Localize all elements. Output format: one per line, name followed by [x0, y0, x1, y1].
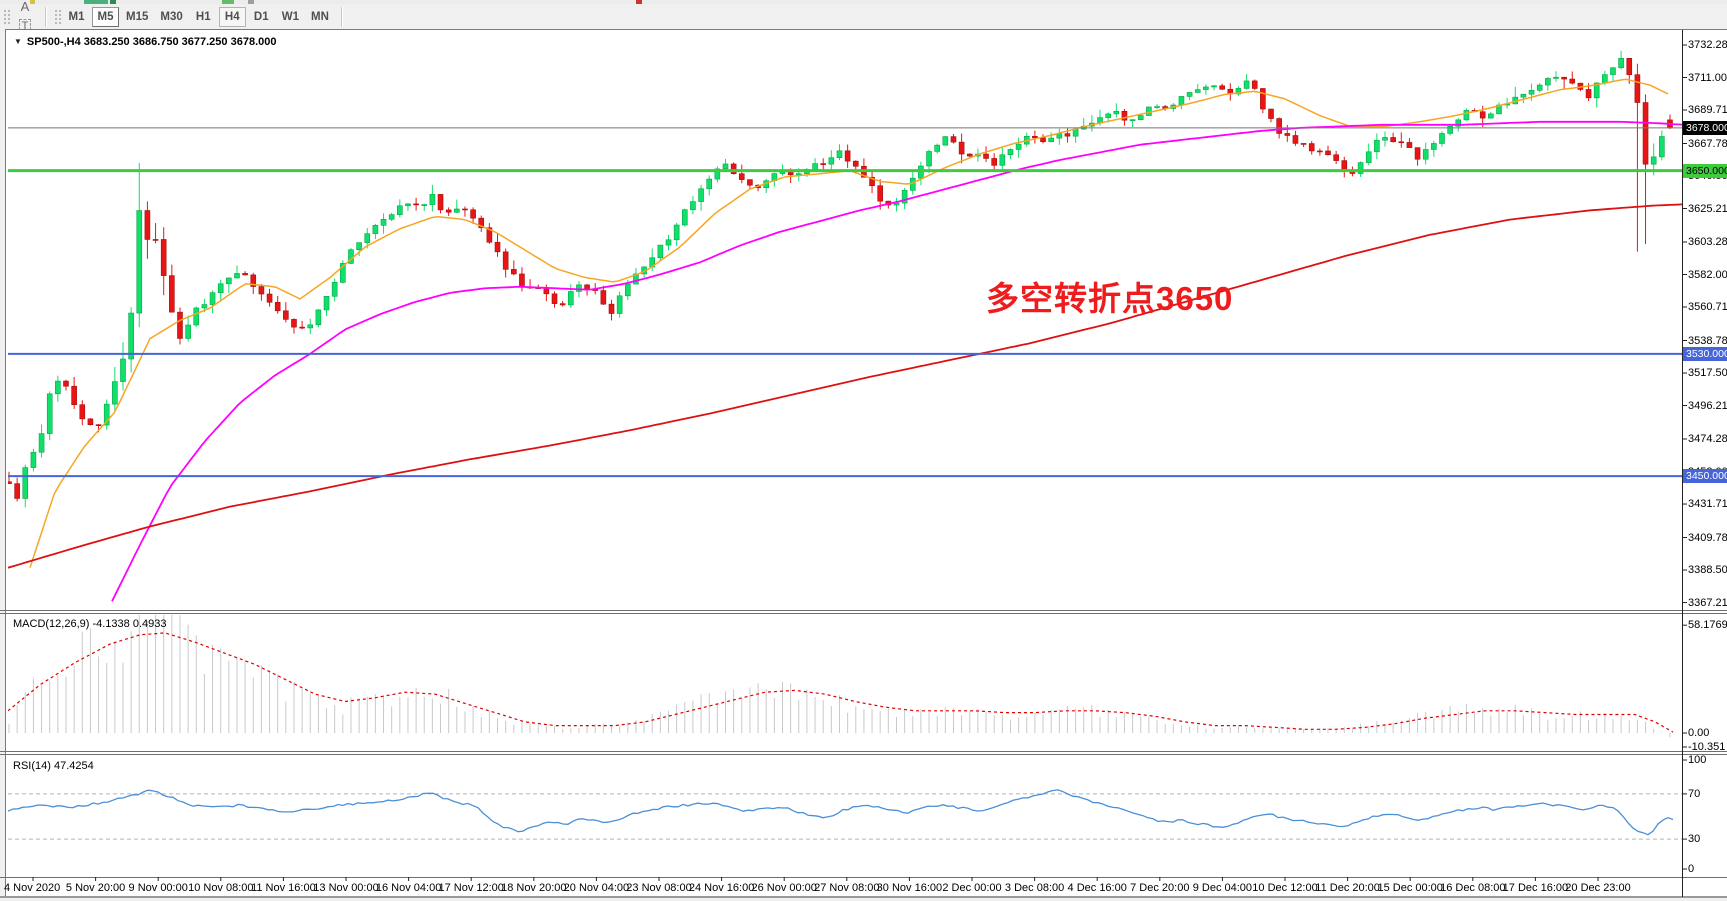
time-axis-tick: 4 Nov 2020 — [4, 882, 61, 894]
price-axis-tick: 3496.215 — [1688, 399, 1727, 412]
timeframe-button-m15[interactable]: M15 — [121, 7, 153, 27]
rsi-axis-tick: 70 — [1688, 787, 1701, 800]
toolbar-grip-handle[interactable] — [2, 7, 11, 26]
rsi-line — [8, 789, 1674, 836]
macd-axis-tick: -10.351 — [1688, 741, 1726, 753]
support-level-price-box: 3530.000 — [1683, 346, 1727, 361]
chart-ohlc-title: ▼ SP500-,H4 3683.250 3686.750 3677.250 36… — [14, 36, 276, 48]
chart-title-caret-icon[interactable]: ▼ — [14, 37, 22, 46]
time-axis-tick: 20 Dec 23:00 — [1565, 882, 1631, 894]
cutoff-ui-fragment — [84, 0, 108, 4]
timeframe-grip-handle[interactable] — [53, 7, 62, 26]
price-axis-tick: 3711.000 — [1688, 71, 1727, 84]
timeframe-button-h1[interactable]: H1 — [190, 7, 217, 27]
macd-axis-tick: 58.1769 — [1688, 619, 1727, 632]
time-axis-tick: 18 Nov 20:00 — [501, 882, 567, 894]
time-axis-tick: 3 Dec 08:00 — [1004, 882, 1065, 894]
chart-annotation-text[interactable]: 多空转折点3650 — [986, 280, 1234, 317]
time-axis-tick: 17 Dec 16:00 — [1502, 882, 1569, 894]
timeframe-button-w1[interactable]: W1 — [277, 7, 304, 27]
price-axis-tick: 3625.215 — [1688, 202, 1727, 215]
ma-slow-line — [8, 203, 1682, 569]
timeframe-button-d1[interactable]: D1 — [248, 7, 275, 27]
rsi-axis-tick: 100 — [1688, 754, 1707, 766]
time-axis-tick: 27 Nov 08:00 — [814, 882, 880, 894]
cutoff-ui-fragment — [636, 0, 642, 4]
price-axis-tick: 3689.715 — [1688, 104, 1727, 116]
time-axis-tick: 4 Dec 16:00 — [1067, 882, 1127, 894]
timeframe-button-m30[interactable]: M30 — [155, 7, 187, 27]
candlestick-series — [8, 50, 1682, 602]
time-axis-tick: 10 Nov 08:00 — [188, 882, 254, 894]
timeframe-button-mn[interactable]: MN — [306, 7, 334, 27]
bottom-window-edge — [0, 897, 1727, 901]
time-axis-tick: 7 Dec 20:00 — [1130, 882, 1190, 894]
pivot-level-price-box: 3650.000 — [1683, 163, 1727, 178]
support-level-price-box: 3450.000 — [1683, 469, 1727, 484]
price-axis-tick: 3431.715 — [1688, 498, 1727, 511]
price-axis-tick: 3667.785 — [1688, 137, 1727, 150]
price-axis-tick: 3388.500 — [1688, 564, 1727, 577]
price-axis-tick: 3603.285 — [1688, 236, 1727, 248]
time-axis-tick: 5 Nov 20:00 — [65, 882, 126, 894]
time-axis-tick: 15 Dec 00:00 — [1377, 882, 1443, 894]
timeframe-button-h4[interactable]: H4 — [218, 6, 246, 27]
price-axis-tick: 3582.000 — [1688, 268, 1727, 281]
time-axis-tick: 10 Dec 12:00 — [1252, 882, 1318, 894]
macd-indicator-label: MACD(12,26,9) -4.1338 0.4933 — [13, 618, 167, 630]
rsi-axis-tick: 30 — [1688, 833, 1701, 846]
time-axis-tick: 20 Nov 04:00 — [563, 882, 630, 894]
time-axis-tick: 16 Dec 08:00 — [1440, 882, 1506, 894]
price-axis-tick: 3367.215 — [1688, 596, 1727, 609]
time-axis-tick: 9 Dec 04:00 — [1192, 882, 1253, 894]
time-axis-tick: 11 Nov 16:00 — [251, 882, 316, 894]
timeframe-button-m5[interactable]: M5 — [92, 6, 119, 27]
rsi-series — [8, 789, 1682, 840]
toolbar-separator-2 — [340, 6, 343, 27]
current-price-price-box: 3678.000 — [1683, 120, 1727, 135]
time-axis-tick: 16 Nov 04:00 — [375, 882, 442, 894]
time-axis-tick: 23 Nov 08:00 — [626, 882, 692, 894]
text-label-icon[interactable]: A — [12, 0, 38, 17]
price-axis-tick: 3538.785 — [1688, 334, 1727, 347]
time-axis-tick: 30 Nov 16:00 — [876, 882, 943, 894]
time-axis-tick: 11 Dec 20:00 — [1315, 882, 1380, 894]
macd-series — [8, 615, 1674, 738]
time-axis-tick: 9 Nov 00:00 — [128, 882, 188, 894]
time-axis-tick: 17 Nov 12:00 — [438, 882, 504, 894]
rsi-indicator-label: RSI(14) 47.4254 — [13, 760, 94, 772]
price-axis-tick: 3732.285 — [1688, 39, 1727, 51]
price-axis-tick: 3474.285 — [1688, 433, 1727, 445]
price-axis-tick: 3409.785 — [1688, 531, 1727, 544]
chart-title-text: SP500-,H4 3683.250 3686.750 3677.250 367… — [26, 36, 277, 48]
macd-signal-line — [8, 632, 1674, 733]
cutoff-ui-fragment — [30, 0, 35, 4]
time-axis-tick: 13 Nov 00:00 — [313, 882, 379, 894]
price-axis-tick: 3517.500 — [1688, 367, 1727, 380]
timeframe-button-m1[interactable]: M1 — [63, 7, 90, 27]
ma-medium-line — [111, 120, 1682, 602]
rsi-axis-tick: 0 — [1688, 863, 1695, 875]
cutoff-toolbar-strip — [0, 0, 1727, 4]
time-axis-tick: 24 Nov 16:00 — [688, 882, 755, 894]
macd-axis-tick: 0.00 — [1688, 727, 1710, 739]
time-axis-tick: 2 Dec 00:00 — [942, 882, 1002, 894]
cutoff-ui-fragment — [222, 0, 234, 4]
time-axis-tick: 26 Nov 00:00 — [751, 882, 817, 894]
price-axis-tick: 3560.715 — [1688, 301, 1727, 314]
cutoff-ui-fragment — [110, 0, 116, 4]
cutoff-ui-fragment — [248, 0, 254, 4]
toolbar-separator — [45, 6, 47, 27]
